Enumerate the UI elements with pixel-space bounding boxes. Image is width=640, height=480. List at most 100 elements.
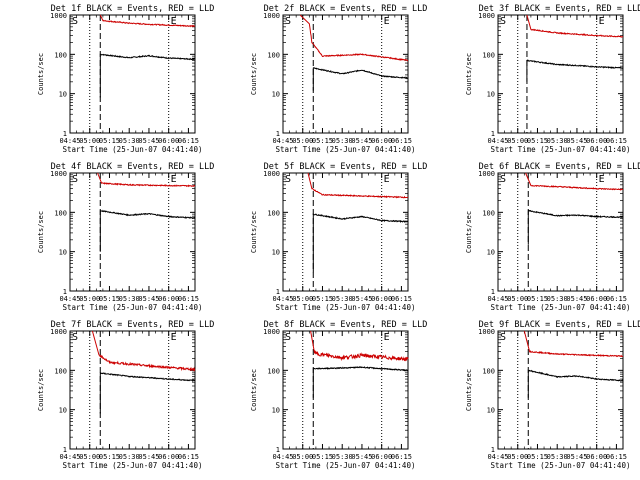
panel-det-6: Det 6f BLACK = Events, RED = LLD 1 10 100 10…: [465, 162, 640, 312]
x-tick-label: 05:15: [99, 137, 120, 145]
x-tick-label: 05:30: [119, 453, 140, 461]
x-tick-label: 06:15: [391, 137, 412, 145]
x-axis-label: Start Time (25-Jun-07 04:41:40): [63, 461, 203, 470]
x-tick-label: 05:45: [351, 137, 372, 145]
plot-frame: [497, 330, 624, 450]
lld-series-line: [526, 14, 624, 38]
x-tick-label: 04:45: [487, 295, 508, 303]
start-marker: S: [500, 332, 506, 343]
y-tick-label: 1000: [263, 170, 280, 178]
x-tick-label: 05:30: [547, 295, 568, 303]
panel-title: Det 9f BLACK = Events, RED = LLD: [479, 320, 640, 330]
y-tick-label: 100: [54, 51, 67, 59]
y-tick-label: 1000: [263, 328, 280, 336]
end-marker: E: [599, 174, 605, 185]
y-axis-label: Counts/sec: [250, 211, 258, 253]
end-marker: E: [171, 174, 177, 185]
end-marker: E: [384, 174, 390, 185]
x-tick-label: 05:30: [332, 137, 353, 145]
events-series-line: [99, 209, 196, 252]
x-tick-label: 05:15: [527, 295, 548, 303]
start-marker: S: [285, 332, 291, 343]
panel-title: Det 1f BLACK = Events, RED = LLD: [51, 4, 215, 14]
end-marker: E: [599, 16, 605, 27]
y-tick-label: 1: [276, 130, 280, 138]
end-marker: E: [384, 332, 390, 343]
x-tick-label: 05:00: [507, 137, 528, 145]
x-tick-label: 06:00: [586, 295, 607, 303]
x-tick-label: 05:15: [527, 137, 548, 145]
x-tick-label: 06:00: [158, 453, 179, 461]
x-tick-label: 05:15: [312, 453, 333, 461]
y-tick-label: 1: [276, 446, 280, 454]
x-tick-label: 06:15: [391, 295, 412, 303]
y-tick-label: 1: [491, 446, 495, 454]
y-tick-label: 1: [491, 288, 495, 296]
x-tick-label: 06:15: [178, 295, 199, 303]
x-tick-label: 05:15: [527, 453, 548, 461]
x-tick-label: 06:15: [178, 453, 199, 461]
x-tick-label: 04:45: [272, 453, 293, 461]
x-axis-label: Start Time (25-Jun-07 04:41:40): [63, 303, 203, 312]
x-tick-label: 06:00: [158, 295, 179, 303]
x-axis-label: Start Time (25-Jun-07 04:41:40): [276, 303, 416, 312]
events-series-line: [527, 369, 624, 398]
y-tick-label: 100: [482, 209, 495, 217]
x-tick-label: 05:00: [292, 137, 313, 145]
x-tick-label: 06:00: [371, 453, 392, 461]
x-tick-label: 05:45: [351, 295, 372, 303]
panel-det-5: Det 5f BLACK = Events, RED = LLD 1 10 100 10…: [250, 162, 427, 312]
x-tick-label: 05:45: [138, 137, 159, 145]
y-tick-label: 10: [487, 249, 495, 257]
x-tick-label: 06:00: [158, 137, 179, 145]
x-tick-label: 06:00: [586, 453, 607, 461]
x-tick-label: 05:45: [566, 137, 587, 145]
plot-frame: [282, 172, 409, 292]
x-tick-label: 06:15: [606, 295, 627, 303]
events-series-line: [312, 67, 409, 91]
y-tick-label: 10: [272, 249, 280, 257]
x-tick-label: 05:00: [292, 453, 313, 461]
x-axis-label: Start Time (25-Jun-07 04:41:40): [491, 303, 631, 312]
x-tick-label: 05:45: [351, 453, 372, 461]
y-tick-label: 1: [63, 288, 67, 296]
y-tick-label: 10: [59, 249, 67, 257]
y-tick-label: 100: [267, 209, 280, 217]
y-axis-label: Counts/sec: [250, 369, 258, 411]
x-tick-label: 05:45: [566, 453, 587, 461]
x-tick-label: 06:00: [371, 137, 392, 145]
panel-det-2: Det 2f BLACK = Events, RED = LLD 1 10 100 10…: [250, 4, 427, 154]
start-marker: S: [72, 174, 78, 185]
start-marker: S: [500, 16, 506, 27]
end-marker: E: [171, 332, 177, 343]
x-tick-label: 06:00: [371, 295, 392, 303]
x-tick-label: 05:30: [332, 453, 353, 461]
panel-det-4: Det 4f BLACK = Events, RED = LLD 1 10 100 10…: [37, 162, 214, 312]
x-tick-label: 05:00: [79, 295, 100, 303]
plot-frame: [69, 330, 196, 450]
x-tick-label: 05:30: [547, 453, 568, 461]
end-marker: E: [171, 16, 177, 27]
plot-frame: [69, 14, 196, 134]
y-axis-label: Counts/sec: [37, 53, 45, 95]
panel-title: Det 8f BLACK = Events, RED = LLD: [264, 320, 428, 330]
events-series-line: [99, 53, 196, 98]
y-tick-label: 1000: [478, 328, 495, 336]
x-tick-label: 04:45: [272, 137, 293, 145]
lld-series-line: [307, 172, 409, 199]
end-marker: E: [384, 16, 390, 27]
x-tick-label: 05:00: [507, 453, 528, 461]
y-tick-label: 1000: [478, 12, 495, 20]
x-tick-label: 05:00: [79, 137, 100, 145]
x-tick-label: 06:15: [606, 453, 627, 461]
start-marker: S: [72, 16, 78, 27]
panel-det-8: Det 8f BLACK = Events, RED = LLD 1 10 100 10…: [250, 320, 427, 470]
y-tick-label: 10: [487, 91, 495, 99]
x-tick-label: 05:30: [332, 295, 353, 303]
x-tick-label: 05:30: [119, 137, 140, 145]
x-tick-label: 04:45: [59, 137, 80, 145]
start-marker: S: [72, 332, 78, 343]
x-tick-label: 05:45: [566, 295, 587, 303]
x-tick-label: 05:00: [507, 295, 528, 303]
panel-title: Det 3f BLACK = Events, RED = LLD: [479, 4, 640, 14]
